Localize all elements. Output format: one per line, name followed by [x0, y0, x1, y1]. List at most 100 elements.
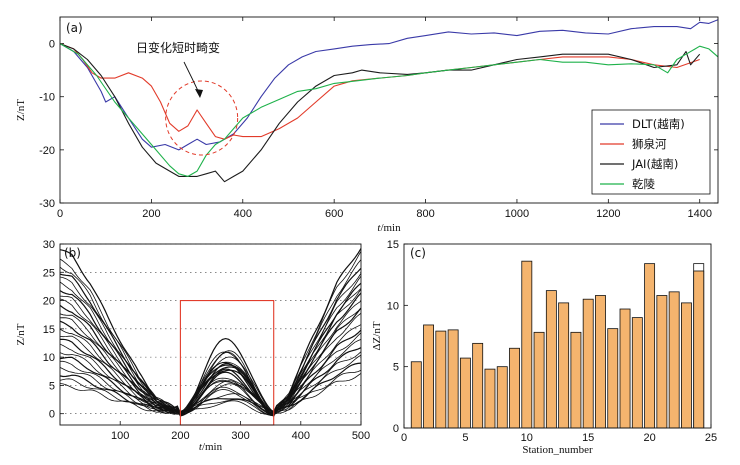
panel-b-curve-2: [60, 251, 361, 416]
bar-24: [693, 270, 705, 429]
panel-b-curves: [60, 248, 361, 417]
panel-b-curve-24: [60, 372, 361, 415]
panel-b-curve-20: [60, 351, 361, 415]
panel-a-label: (a): [66, 21, 83, 35]
bar-9: [509, 347, 520, 429]
panel-c-ytick-label: 0: [393, 423, 399, 435]
bar-16: [595, 295, 606, 429]
panel-b-curve-4: [60, 267, 361, 417]
panel-c-xtick-label: 25: [705, 432, 717, 444]
bar-18: [619, 308, 631, 429]
panel-a: 0 200 400 600 800 1000 1200 1400 -30 -20 -10 0 t/min…: [15, 17, 718, 234]
panel-a-xtick-label: 1400: [687, 208, 711, 220]
panel-c-ytick-label: 5: [393, 362, 399, 374]
panel-b-curve-13: [60, 307, 361, 413]
bar-1: [410, 361, 422, 429]
panel-b-curve-15: [60, 324, 361, 417]
panel-b-xtick-label: 200: [171, 430, 189, 442]
bar-11: [533, 331, 545, 429]
series-line-4: [60, 43, 718, 177]
annotation-text: 日变化短时畸变: [136, 40, 220, 55]
panel-c-xtick-label: 20: [643, 432, 655, 444]
panel-a-xtick-label: 800: [416, 208, 434, 220]
bar-5: [459, 357, 471, 429]
panel-b-curve-14: [60, 312, 361, 415]
panel-b-curve-23: [60, 369, 361, 416]
panel-c-frame: [403, 243, 712, 429]
panel-b-curve-11: [60, 300, 361, 416]
panel-b-ytick-label: 5: [49, 380, 55, 392]
legend: DLT(越南) 狮泉河 JAI(越南) 乾陵: [591, 109, 711, 195]
bar-2: [423, 324, 434, 429]
panel-b-ytick-label: 20: [43, 296, 55, 308]
panel-b-xlabel: t/min: [199, 441, 223, 453]
panel-a-ylabel: Z/nT: [15, 99, 27, 121]
panel-b-curve-5: [60, 272, 361, 415]
bar-19: [631, 317, 643, 429]
bar-14: [570, 331, 582, 429]
annotation-circle: [165, 80, 239, 156]
series-line-3: [60, 43, 701, 183]
panel-b-ylabel: Z/nT: [15, 323, 27, 345]
panel-c-ylabel: ΔZ/nT: [371, 321, 383, 350]
panel-b: 0 5 10 15 20 25 30 100 200 300 400 500 t/min Z/nT (b): [15, 239, 370, 453]
bar-13: [558, 302, 570, 429]
panel-c-xlabel: Station_number: [522, 444, 593, 456]
panel-c-xtick-label: 15: [582, 432, 594, 444]
panel-a-xtick-label: 0: [57, 208, 63, 220]
panel-c-xtick-label: 0: [401, 432, 407, 444]
panel-a-xtick-label: 1200: [596, 208, 620, 220]
panel-b-ytick-label: 0: [49, 409, 55, 421]
bar-12: [545, 290, 557, 429]
annotation-arrow-head: [195, 89, 203, 98]
bar-8: [496, 366, 508, 429]
panel-a-ytick-label: -10: [39, 92, 55, 104]
panel-b-xtick-label: 300: [231, 430, 249, 442]
bar-22: [668, 291, 680, 429]
bar-10: [521, 260, 533, 429]
legend-label-2: 狮泉河: [632, 137, 667, 151]
panel-b-curve-22: [60, 362, 361, 417]
panel-c-label: (c): [410, 246, 426, 260]
bar-20: [644, 263, 656, 429]
panel-a-series-group: [60, 19, 718, 183]
panel-a-ytick-label: 0: [49, 39, 55, 51]
bar-6: [472, 342, 484, 429]
panel-a-xtick-label: 400: [234, 208, 252, 220]
panel-c-xtick-label: 10: [521, 432, 533, 444]
series-line-1: [60, 19, 718, 151]
panel-b-xtick-label: 500: [352, 430, 370, 442]
series-line-2: [60, 43, 700, 140]
panel-b-curve-12: [60, 307, 361, 413]
panel-c-ytick-label: 15: [387, 239, 399, 251]
panel-b-ytick-label: 15: [43, 324, 55, 336]
panel-a-xtick-label: 600: [325, 208, 343, 220]
panel-a-frame: [59, 16, 719, 204]
panel-b-curve-19: [60, 347, 361, 413]
bar-3: [435, 330, 447, 429]
bar-23: [681, 302, 692, 429]
panel-b-label: (b): [64, 246, 81, 260]
bar-4: [447, 329, 459, 429]
legend-label-1: DLT(越南): [632, 117, 685, 131]
legend-label-4: 乾陵: [632, 177, 655, 191]
bar-21: [656, 295, 668, 429]
bar-15: [582, 298, 594, 429]
panel-c-ytick-label: 10: [387, 300, 399, 312]
bar-7: [484, 368, 496, 429]
panel-b-curve-1: [60, 248, 361, 414]
panel-a-xlabel: t/min: [377, 222, 401, 234]
panel-b-frame: [59, 243, 362, 426]
panel-b-curve-16: [60, 329, 361, 417]
panel-a-ytick-label: -20: [39, 145, 55, 157]
legend-label-3: JAI(越南): [631, 157, 678, 171]
panel-c-xtick-label: 5: [462, 432, 468, 444]
panel-b-ytick-label: 30: [43, 239, 55, 251]
panel-a-xtick-label: 200: [142, 208, 160, 220]
panel-b-xtick-label: 100: [111, 430, 129, 442]
panel-b-ytick-label: 10: [43, 352, 55, 364]
panel-a-ytick-label: -30: [39, 198, 55, 210]
panel-b-ytick-label: 25: [43, 267, 55, 279]
panel-c: 0 5 10 15 0 5 10 15 20 25 Station_number ΔZ/nT (c): [371, 239, 717, 456]
